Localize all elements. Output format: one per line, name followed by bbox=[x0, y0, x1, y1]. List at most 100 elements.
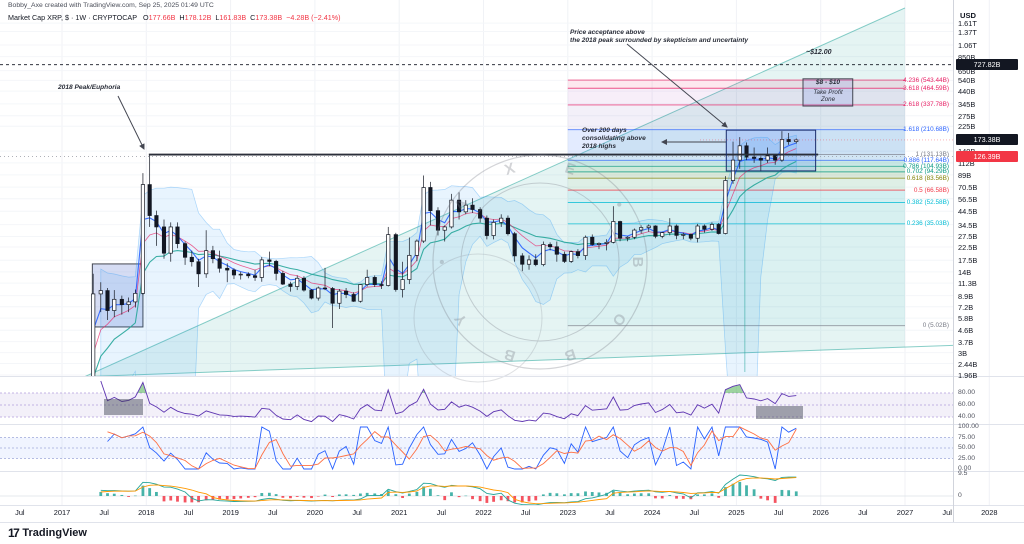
price-tick-label: 89B bbox=[958, 170, 972, 180]
macd-histogram-bar bbox=[225, 496, 229, 500]
macd-histogram-bar bbox=[260, 493, 264, 496]
macd-histogram-bar bbox=[253, 496, 257, 498]
price-badge[interactable]: 173.38B bbox=[956, 134, 1018, 146]
time-axis-label: Jul bbox=[99, 508, 109, 517]
macd-histogram-bar bbox=[527, 496, 531, 502]
take-profit-zone-box[interactable] bbox=[802, 78, 854, 107]
macd-histogram-bar bbox=[506, 496, 510, 502]
annotation-target-price[interactable]: ~$12.00 bbox=[806, 49, 832, 56]
macd-histogram-bar bbox=[344, 494, 348, 496]
macd-histogram-bar bbox=[710, 493, 714, 496]
annotation-2018-peak[interactable]: 2018 Peak/Euphoria bbox=[58, 84, 121, 91]
price-tick-label: 22.5B bbox=[958, 243, 978, 253]
tradingview-logo[interactable]: 17 TradingView bbox=[8, 526, 87, 540]
macd-histogram-bar bbox=[323, 494, 327, 496]
fib-level-label: 0.702 (94.29B) bbox=[906, 168, 949, 176]
fib-level-label: 0.236 (35.03B) bbox=[906, 220, 949, 228]
macd-histogram-bar bbox=[731, 483, 735, 496]
annotation-price-acceptance[interactable]: Price acceptance above the 2018 peak sur… bbox=[570, 29, 748, 45]
rsi-overbought-fill bbox=[724, 384, 744, 393]
macd-histogram-bar bbox=[717, 496, 721, 498]
macd-histogram-bar bbox=[766, 496, 769, 501]
price-tick-label: 70.5B bbox=[958, 183, 978, 193]
price-tick-label: 1.06T bbox=[958, 40, 977, 50]
price-badge[interactable]: 126.39B bbox=[956, 151, 1018, 162]
macd-histogram-bar bbox=[331, 496, 335, 498]
price-tick-label: 345B bbox=[958, 99, 976, 109]
rsi-range-box[interactable] bbox=[104, 399, 143, 415]
price-badge[interactable]: 727.82B bbox=[956, 59, 1018, 71]
svg-text:B: B bbox=[629, 257, 646, 268]
indicator-line bbox=[107, 426, 797, 470]
annotation-consolidation[interactable]: Over 200 days consolidating above 2018 h… bbox=[582, 127, 646, 151]
macd-histogram-bar bbox=[492, 496, 496, 502]
price-tick-label: 3B bbox=[958, 348, 968, 358]
price-tick-label: 540B bbox=[958, 76, 976, 86]
macd-histogram-bar bbox=[267, 492, 271, 496]
symbol-title[interactable]: Market Cap XRP, $ · 1W · CRYPTOCAP bbox=[8, 13, 138, 22]
macd-histogram-bar bbox=[563, 494, 566, 496]
fib-level-label: 0.886 (117.64B) bbox=[903, 156, 949, 164]
price-tick-label: 8.9B bbox=[958, 291, 974, 301]
trend-channel bbox=[84, 7, 953, 376]
macd-histogram-bar bbox=[450, 492, 453, 496]
ohlc-item: L161.83B bbox=[215, 13, 247, 22]
macd-histogram-bar bbox=[702, 494, 706, 496]
ma-fast-line bbox=[92, 142, 797, 331]
macd-histogram-bar bbox=[738, 481, 742, 496]
time-axis-label: Jul bbox=[605, 508, 615, 517]
consolidation-box-border[interactable] bbox=[725, 129, 817, 172]
time-axis-label: 2028 bbox=[981, 508, 998, 517]
macd-histogram-bar bbox=[647, 493, 651, 496]
time-axis-label: 2020 bbox=[306, 508, 324, 517]
rsi-range-box[interactable] bbox=[756, 406, 803, 419]
macd-histogram-bar bbox=[724, 487, 727, 496]
tradingview-logo-text: TradingView bbox=[22, 527, 87, 539]
macd-histogram-bar bbox=[576, 493, 580, 496]
macd-histogram-bar bbox=[218, 496, 222, 500]
price-tick-label: 440B bbox=[958, 87, 976, 97]
macd-histogram-bar bbox=[133, 495, 137, 497]
macd-histogram-bar bbox=[773, 496, 777, 503]
macd-histogram-bar bbox=[639, 493, 643, 496]
macd-histogram-bar bbox=[681, 496, 685, 499]
symbol-legend[interactable]: Market Cap XRP, $ · 1W · CRYPTOCAP O177.6… bbox=[8, 13, 340, 22]
rsi-tick-label: 40.00 bbox=[958, 413, 976, 420]
price-tick-label: 5.8B bbox=[958, 314, 974, 324]
macd-histogram-bar bbox=[464, 495, 468, 497]
macd-histogram-bar bbox=[204, 496, 208, 501]
indicator-line bbox=[100, 474, 797, 506]
bollinger-band bbox=[100, 134, 797, 376]
stoch-tick-label: 100.00 bbox=[958, 423, 979, 430]
change-value: −4.28B (−2.41%) bbox=[286, 13, 341, 22]
macd-histogram-bar bbox=[541, 494, 545, 496]
macd-histogram-bar bbox=[597, 492, 601, 496]
rsi-tick-label: 80.00 bbox=[958, 389, 976, 396]
macd-histogram-bar bbox=[162, 496, 166, 502]
macd-histogram-bar bbox=[654, 496, 657, 499]
fib-retracement[interactable] bbox=[567, 79, 905, 327]
take-profit-zone-label[interactable]: $8 - $10 Take Profit Zone bbox=[803, 79, 853, 103]
svg-text:E: E bbox=[563, 160, 578, 179]
macd-histogram-bar bbox=[120, 494, 124, 496]
time-axis-label: 2022 bbox=[475, 508, 492, 517]
price-tick-label: 3.7B bbox=[958, 337, 974, 347]
time-axis-label: 2024 bbox=[643, 508, 661, 517]
macd-histogram-bar bbox=[99, 491, 103, 496]
macd-histogram-bar bbox=[443, 496, 447, 501]
time-axis-label: 2025 bbox=[728, 508, 745, 517]
rsi-line bbox=[100, 380, 797, 423]
macd-histogram-bar bbox=[302, 496, 306, 498]
price-tick-label: 225B bbox=[958, 122, 976, 132]
fib-level-label: 4.236 (543.44B) bbox=[903, 76, 949, 84]
macd-histogram-bar bbox=[176, 496, 179, 502]
take-profit-text: Take Profit Zone bbox=[813, 89, 843, 103]
macd-histogram-bar bbox=[169, 496, 173, 501]
macd-histogram-bar bbox=[281, 496, 285, 498]
macd-histogram-bar bbox=[428, 488, 432, 496]
time-axis-label: Jul bbox=[15, 508, 25, 517]
price-tick-label: 1.61T bbox=[958, 19, 977, 29]
macd-histogram-bar bbox=[373, 493, 377, 496]
macd-histogram-bar bbox=[745, 485, 748, 496]
